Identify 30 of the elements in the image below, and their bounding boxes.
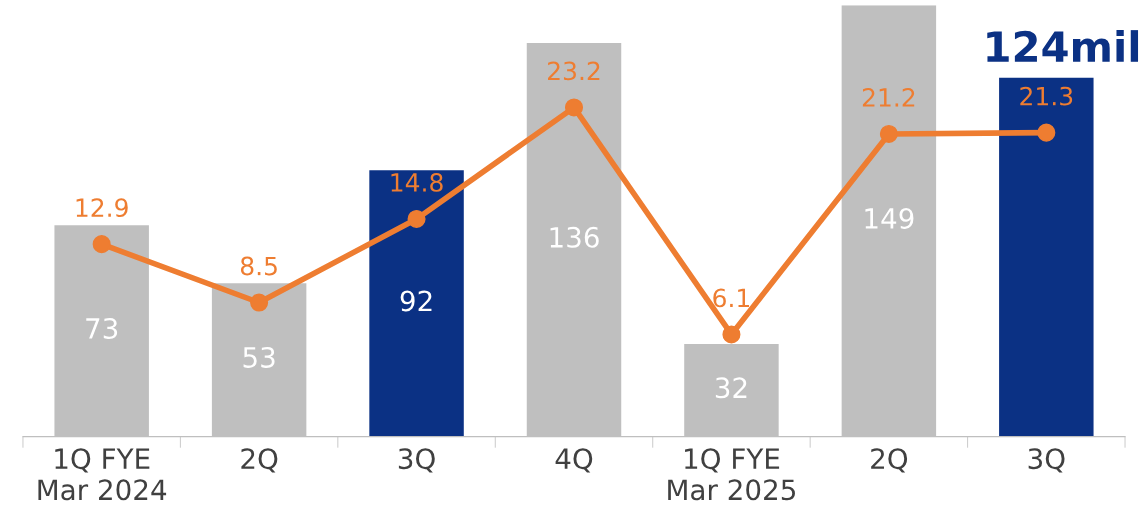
point bbox=[722, 325, 741, 344]
data-label: 12.9 bbox=[76, 198, 128, 218]
x-tick-label: 3Q bbox=[1028, 448, 1065, 473]
point bbox=[250, 293, 269, 312]
data-label: 73 bbox=[86, 317, 118, 339]
point bbox=[879, 124, 898, 143]
bar bbox=[369, 170, 464, 437]
x-tick-label: 3Q bbox=[398, 448, 435, 473]
data-label: 21.2 bbox=[862, 87, 915, 107]
data-label: 32 bbox=[715, 377, 747, 399]
data-label: 136 bbox=[550, 226, 599, 248]
x-tick-label: 1Q FYE Mar 2025 bbox=[668, 448, 795, 501]
data-label: 92 bbox=[400, 290, 432, 312]
data-label: 8.5 bbox=[240, 256, 277, 276]
point bbox=[92, 235, 111, 254]
data-label: 149 bbox=[865, 207, 914, 229]
data-label: 124mil bbox=[987, 30, 1139, 62]
x-tick-label: 1Q FYE Mar 2024 bbox=[38, 448, 167, 501]
data-label: 53 bbox=[243, 346, 275, 368]
point bbox=[564, 98, 584, 117]
x-tick-label: 4Q bbox=[555, 448, 593, 473]
bar bbox=[999, 77, 1094, 437]
data-label: 14.8 bbox=[391, 172, 443, 192]
point bbox=[1037, 123, 1056, 142]
x-tick-label: 2Q bbox=[241, 448, 278, 473]
point bbox=[407, 209, 426, 228]
x-tick-label: 2Q bbox=[871, 448, 908, 473]
data-label: 6.1 bbox=[713, 288, 750, 308]
data-label: 21.3 bbox=[1020, 86, 1073, 106]
data-label: 23.2 bbox=[548, 61, 600, 81]
